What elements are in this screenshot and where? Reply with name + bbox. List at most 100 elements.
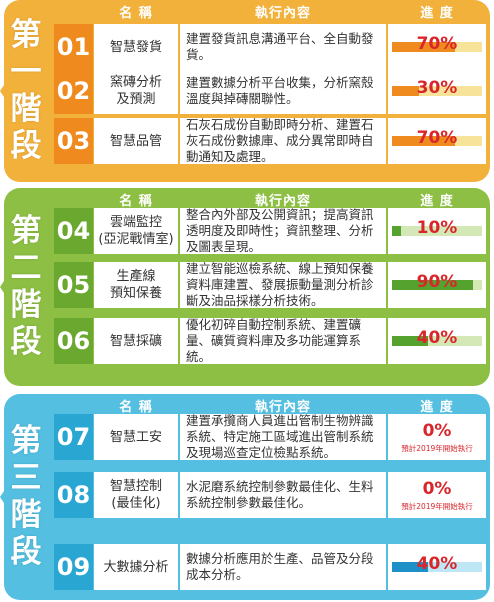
item-content: 優化初碎自動控制系統、建置礦量、礦質資料庫及多功能運算系統。 — [180, 317, 386, 364]
item-content: 建置發貨訊息溝通平台、全自動發貨。 — [180, 24, 386, 70]
stage-label-char: 三 — [10, 460, 42, 496]
row-number: 08 — [54, 472, 93, 518]
header-content: 執行內容 — [254, 400, 311, 415]
column-headers: 名 稱 執行內容 進 度 — [0, 2, 494, 21]
progress-bar-track — [392, 226, 482, 236]
progress-percent: 70% — [416, 34, 458, 54]
progress-bar-track — [392, 562, 482, 572]
item-name: 智慧工安 — [94, 414, 178, 460]
header-name: 名 稱 — [119, 194, 153, 209]
stage-2: 第二階段名 稱執行內容進 度 04 雲端監控 (亞泥戰情室) 整合內外部及公開資訊；提… — [0, 188, 494, 386]
item-name: 智慧發貨 — [94, 24, 178, 70]
progress-percent: 30% — [416, 78, 458, 98]
progress-bar-fill — [392, 226, 401, 236]
progress-bar-fill — [392, 280, 473, 290]
header-progress: 進 度 — [420, 6, 454, 21]
progress-bar-fill — [392, 86, 419, 96]
row-number: 09 — [54, 544, 93, 590]
stage-label-char: 第 — [10, 17, 42, 53]
progress-bar-fill — [392, 336, 428, 346]
progress-bar-fill — [392, 136, 455, 146]
progress-percent: 70% — [416, 128, 458, 148]
progress-percent: 0% — [422, 420, 452, 441]
item-name: 雲端監控 (亞泥戰情室) — [94, 208, 178, 254]
progress-bar: 70% — [392, 128, 482, 148]
item-progress: 40% — [388, 318, 486, 364]
row-number: 01 — [54, 24, 93, 70]
progress-bar: 40% — [392, 328, 482, 348]
stage-1: 第一階段 名 稱 執行內容 進 度 01 智慧發貨 建置發貨訊息溝通平台、全自動發貨。 70%… — [0, 0, 494, 182]
row-number: 06 — [54, 318, 93, 364]
table-row: 08 智慧控制 (最佳化) 水泥磨系統控制參數最佳化、生料系統控制參數最佳化。 0% 預… — [54, 472, 486, 518]
progress-bar: 10% — [392, 218, 482, 238]
stage-label-char: 段 — [10, 534, 42, 570]
progress-bar: 40% — [392, 554, 482, 574]
stage-notch — [0, 488, 6, 506]
item-content: 石灰石成份自動即時分析、建置石灰石成份數據庫、成分異常即時自動通知及處理。 — [180, 117, 386, 164]
item-name: 智慧採礦 — [94, 318, 178, 364]
table-row: 01 智慧發貨 建置發貨訊息溝通平台、全自動發貨。 70% — [54, 24, 486, 70]
progress-percent: 40% — [416, 328, 458, 348]
header-progress: 進 度 — [420, 194, 454, 209]
item-progress: 40% — [388, 544, 486, 590]
header-name: 名 稱 — [119, 6, 153, 21]
row-number: 07 — [54, 414, 93, 460]
stage-label-char: 第 — [10, 423, 42, 459]
progress-percent: 40% — [416, 554, 458, 574]
header-content: 執行內容 — [254, 6, 311, 21]
table-row: 06 智慧採礦 優化初碎自動控制系統、建置礦量、礦質資料庫及多功能運算系統。 40% — [54, 317, 486, 364]
stage-3: 第三階段名 稱執行內容進 度 07 智慧工安 建置承攬商人員進出管制生物辨識系統、特定… — [0, 394, 494, 600]
row-number: 02 — [54, 68, 93, 114]
progress-bar-fill — [392, 562, 428, 572]
item-name: 窯磚分析 及預測 — [94, 68, 178, 114]
stage-label: 第二階段 — [4, 188, 48, 386]
item-name: 智慧控制 (最佳化) — [94, 472, 178, 518]
item-content: 數據分析應用於生產、品管及分段成本分析。 — [180, 544, 386, 590]
item-name: 大數據分析 — [94, 544, 178, 590]
item-content: 建置數據分析平台收集，分析窯殼溫度與掉磚關聯性。 — [180, 68, 386, 114]
item-progress: 90% — [388, 262, 486, 308]
header-content: 執行內容 — [254, 194, 311, 209]
item-progress: 10% — [388, 208, 486, 254]
table-row: 09 大數據分析 數據分析應用於生產、品管及分段成本分析。 40% — [54, 544, 486, 590]
stage-label: 第三階段 — [4, 394, 48, 600]
progress-percent: 90% — [416, 272, 458, 292]
progress-percent: 0% — [422, 478, 452, 499]
progress-note: 預計2019年開始執行 — [401, 501, 473, 511]
item-progress: 70% — [388, 118, 486, 164]
stage-label-char: 段 — [10, 128, 42, 164]
item-content: 建立智能巡檢系統、線上預知保養資料庫建置、發展振動量測分析診斷及油品採樣分析技術… — [180, 261, 386, 308]
stage-label-char: 一 — [10, 54, 42, 90]
stage-label-char: 階 — [10, 91, 42, 127]
stage-notch — [0, 278, 6, 296]
progress-bar: 90% — [392, 272, 482, 292]
table-row: 04 雲端監控 (亞泥戰情室) 整合內外部及公開資訊；提高資訊透明度及即時性；資訊整… — [54, 207, 486, 254]
column-headers: 名 稱 執行內容 進 度 — [0, 190, 494, 209]
row-number: 03 — [54, 118, 93, 164]
item-name: 智慧品管 — [94, 118, 178, 164]
item-progress: 0% 預計2019年開始執行 — [388, 414, 486, 460]
row-number: 05 — [54, 262, 93, 308]
column-headers: 名 稱 執行內容 進 度 — [0, 396, 494, 415]
stage-label-char: 二 — [10, 250, 42, 286]
item-content: 整合內外部及公開資訊；提高資訊透明度及即時性；資訊整理、分析及圖表呈現。 — [180, 207, 386, 254]
table-row: 05 生產線 預知保養 建立智能巡檢系統、線上預知保養資料庫建置、發展振動量測分析診… — [54, 261, 486, 308]
stage-label-char: 第 — [10, 213, 42, 249]
progress-bar: 70% — [392, 34, 482, 54]
progress-bar-fill — [392, 42, 455, 52]
item-content: 水泥磨系統控制參數最佳化、生料系統控制參數最佳化。 — [180, 472, 386, 518]
progress-percent: 10% — [416, 218, 458, 238]
stage-label-char: 階 — [10, 497, 42, 533]
stage-label: 第一階段 — [4, 0, 48, 182]
item-progress: 30% — [388, 68, 486, 114]
stage-label-char: 階 — [10, 287, 42, 323]
item-progress: 70% — [388, 24, 486, 70]
item-content: 建置承攬商人員進出管制生物辨識系統、特定施工區域進出管制系統及現場巡查定位檢點系… — [180, 413, 386, 460]
header-name: 名 稱 — [119, 400, 153, 415]
progress-bar-track — [392, 336, 482, 346]
stage-label-char: 段 — [10, 324, 42, 360]
table-row: 07 智慧工安 建置承攬商人員進出管制生物辨識系統、特定施工區域進出管制系統及現場巡… — [54, 413, 486, 460]
row-number: 04 — [54, 208, 93, 254]
table-row: 03 智慧品管 石灰石成份自動即時分析、建置石灰石成份數據庫、成分異常即時自動通知及… — [54, 117, 486, 164]
progress-bar-track — [392, 86, 482, 96]
